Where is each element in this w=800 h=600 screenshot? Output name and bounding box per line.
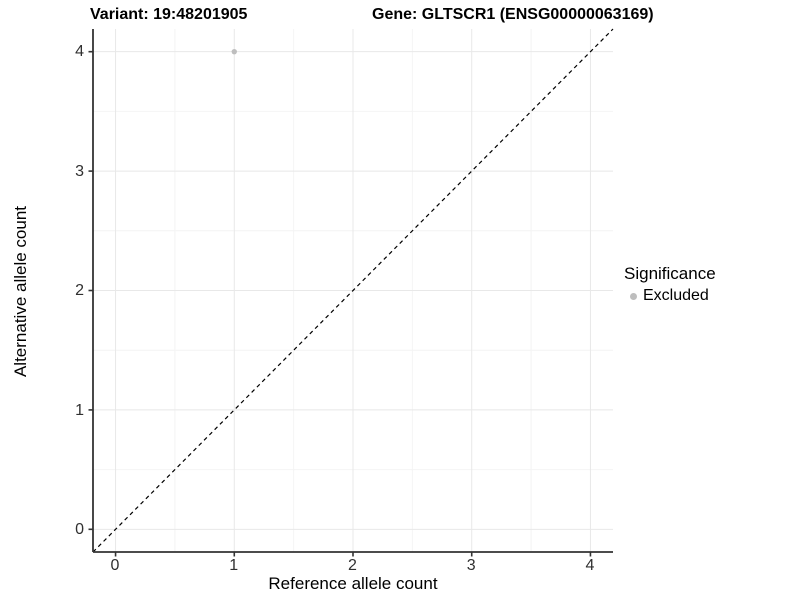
identity-reference-line	[92, 28, 614, 553]
legend-item-label: Excluded	[643, 287, 709, 304]
y-axis-tick-labels: 4 3 2 1 0	[54, 42, 84, 540]
plot-panel	[88, 28, 614, 557]
legend: Significance Excluded	[624, 264, 716, 306]
gene-title: Gene: GLTSCR1 (ENSG00000063169)	[372, 6, 654, 23]
plot-canvas	[88, 28, 614, 557]
data-point	[231, 48, 237, 55]
x-tick-label: 0	[110, 557, 120, 574]
y-tick-label: 3	[75, 162, 84, 180]
x-tick-label: 3	[466, 557, 476, 574]
x-tick-label: 1	[229, 557, 239, 574]
y-tick-label: 4	[75, 43, 84, 60]
legend-item-excluded: Excluded	[624, 286, 716, 306]
x-axis-tick-labels: 0 1 2 3 4	[104, 557, 601, 575]
x-tick-label: 4	[585, 557, 595, 574]
x-tick-label: 2	[348, 557, 357, 574]
y-tick-label: 1	[75, 401, 84, 419]
legend-title: Significance	[624, 264, 716, 283]
variant-title: Variant: 19:48201905	[90, 6, 248, 23]
y-tick-label: 0	[75, 521, 84, 538]
y-axis-title: Alternative allele count	[11, 205, 30, 378]
x-axis-title: Reference allele count	[268, 574, 438, 593]
excluded-point-swatch-icon	[630, 292, 637, 300]
y-tick-label: 2	[75, 282, 84, 299]
